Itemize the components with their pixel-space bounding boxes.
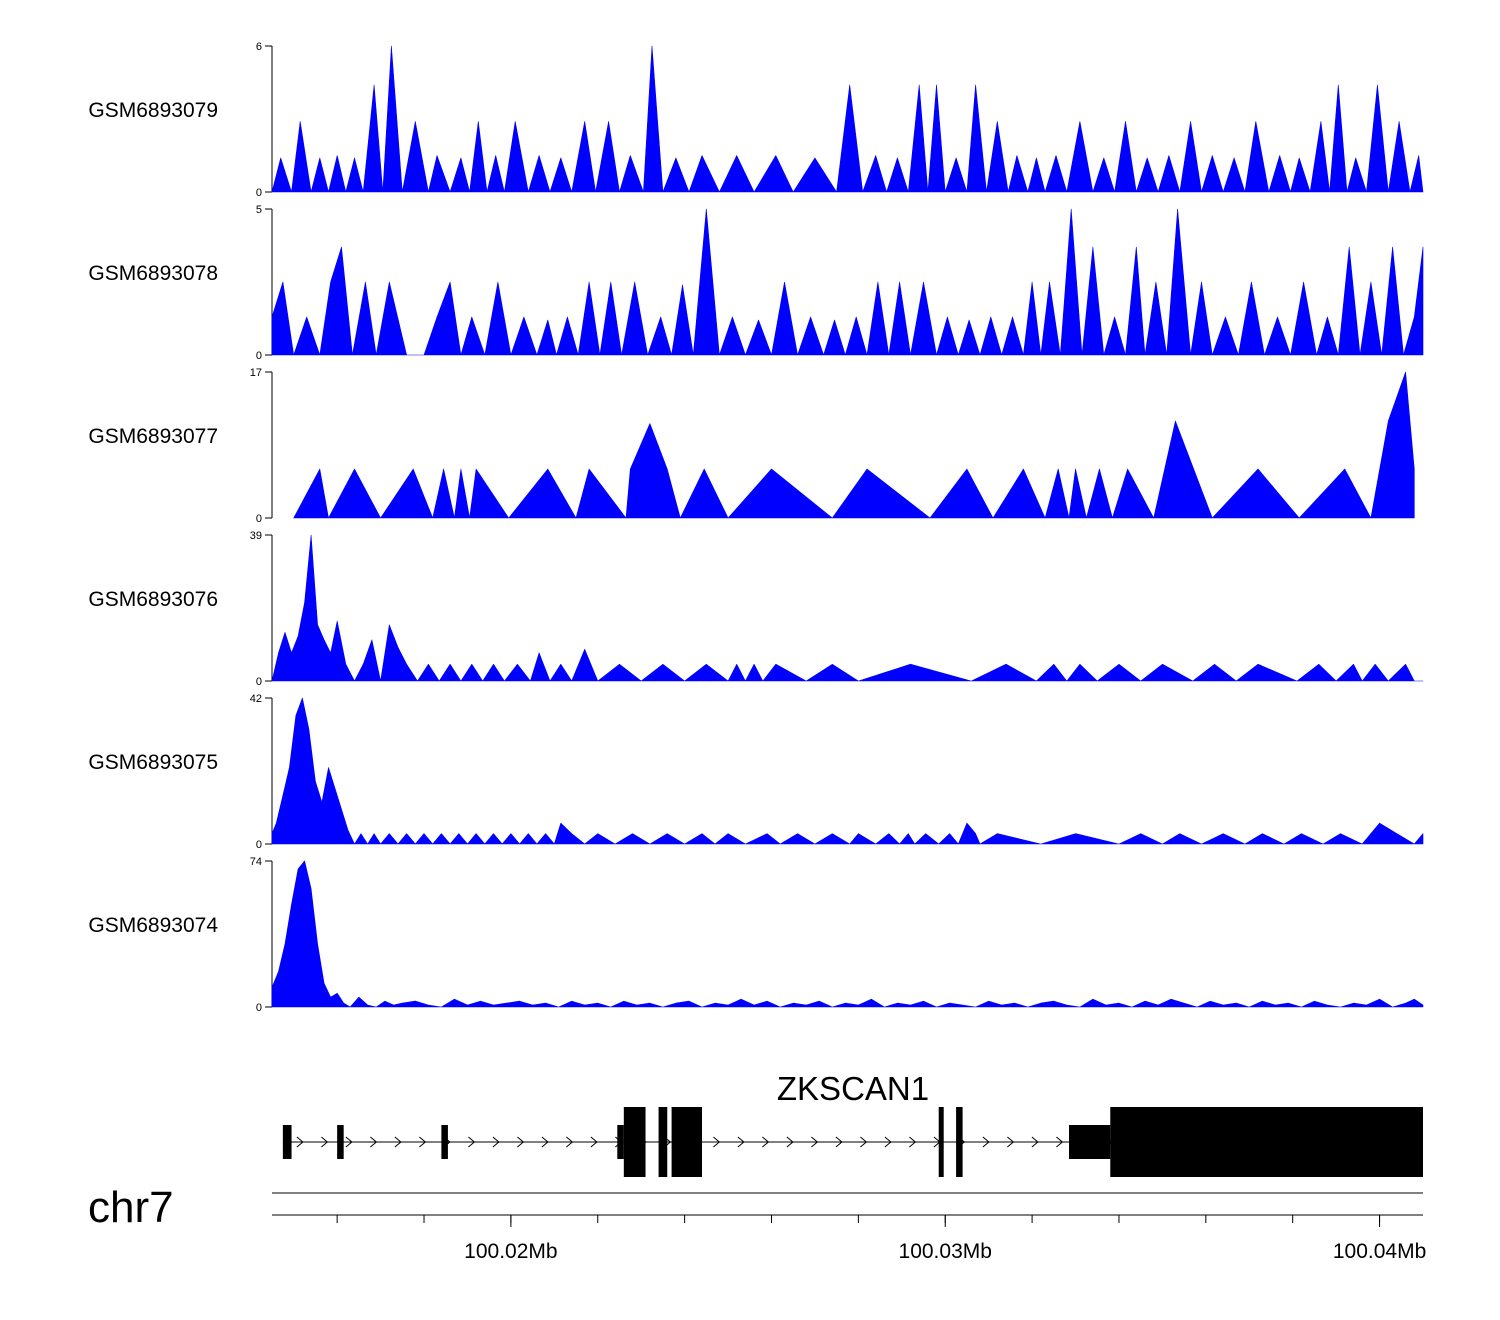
strand-arrow-icon — [1031, 1136, 1039, 1148]
track-gsm6893076: GSM6893076 39 0 — [88, 530, 1424, 688]
track-gsm6893074: GSM6893074 74 0 — [88, 856, 1424, 1014]
strand-arrow-icon — [884, 1136, 892, 1148]
utr-exon — [337, 1125, 344, 1159]
track-y-min-label: 0 — [256, 839, 262, 851]
strand-arrow-icon — [1056, 1136, 1064, 1148]
strand-arrow-icon — [1007, 1136, 1015, 1148]
utr-exon — [282, 1125, 292, 1159]
coverage-tracks: GSM689307960GSM689307850GSM6893077170GSM… — [88, 41, 1424, 1014]
track-gsm6893075: GSM6893075 42 0 — [88, 693, 1424, 851]
strand-arrow-icon — [517, 1136, 525, 1148]
track-y-min-label: 0 — [256, 350, 262, 362]
track-y-max-label: 42 — [250, 693, 262, 705]
strand-arrow-icon — [566, 1136, 574, 1148]
track-gsm6893079: GSM6893079 6 0 — [88, 41, 1424, 199]
genome-axis: 100.02Mb 100.03Mb 100.04Mb chr7 — [88, 1183, 1426, 1263]
strand-arrow-icon — [786, 1136, 794, 1148]
cds-exon — [1110, 1107, 1423, 1177]
track-gsm6893077: GSM6893077 17 0 — [88, 367, 1415, 525]
strand-arrow-icon — [811, 1136, 819, 1148]
strand-arrow-icon — [590, 1136, 598, 1148]
strand-arrow-icon — [468, 1136, 476, 1148]
track-label: GSM6893075 — [88, 751, 218, 774]
strand-arrow-icon — [835, 1136, 843, 1148]
gene-track: ZKSCAN1 — [282, 1070, 1423, 1177]
strand-arrow-icon — [370, 1136, 378, 1148]
chromosome-label: chr7 — [88, 1183, 174, 1232]
strand-arrow-icon — [762, 1136, 770, 1148]
cds-exon — [956, 1107, 963, 1177]
strand-arrow-icon — [982, 1136, 990, 1148]
axis-major-ticks: 100.02Mb 100.03Mb 100.04Mb — [464, 1215, 1426, 1263]
strand-arrow-icon — [394, 1136, 402, 1148]
track-y-min-label: 0 — [256, 1002, 262, 1014]
track-label: GSM6893078 — [88, 262, 218, 285]
strand-arrow-icon — [419, 1136, 427, 1148]
track-y-max-label: 39 — [250, 530, 262, 542]
strand-arrow-icon — [909, 1136, 917, 1148]
track-y-max-label: 17 — [250, 367, 262, 379]
strand-arrow-icon — [296, 1136, 304, 1148]
track-label: GSM6893079 — [88, 99, 218, 122]
coverage-area — [271, 534, 1424, 682]
axis-tick-label: 100.02Mb — [464, 1240, 557, 1263]
axis-tick-label: 100.03Mb — [899, 1240, 992, 1263]
strand-arrow-icon — [541, 1136, 549, 1148]
gene-label: ZKSCAN1 — [777, 1070, 929, 1107]
coverage-area — [271, 860, 1424, 1008]
track-y-min-label: 0 — [256, 676, 262, 688]
gene-exons — [282, 1107, 1423, 1177]
axis-tick-label: 100.04Mb — [1333, 1240, 1426, 1263]
cds-exon — [658, 1107, 668, 1177]
track-y-min-label: 0 — [256, 187, 262, 199]
utr-exon — [617, 1125, 624, 1159]
strand-arrow-icon — [321, 1136, 329, 1148]
axis-minor-ticks — [336, 1215, 1381, 1223]
strand-arrow-icon — [737, 1136, 745, 1148]
coverage-area — [271, 45, 1424, 193]
track-y-max-label: 74 — [250, 856, 262, 868]
cds-exon — [623, 1107, 646, 1177]
strand-arrow-icon — [492, 1136, 500, 1148]
track-label: GSM6893077 — [88, 425, 218, 448]
utr-exon — [1069, 1125, 1111, 1159]
track-y-min-label: 0 — [256, 513, 262, 525]
coverage-area — [271, 208, 1424, 356]
strand-arrow-icon — [860, 1136, 868, 1148]
utr-exon — [441, 1125, 448, 1159]
track-y-max-label: 6 — [256, 41, 262, 53]
coverage-area — [293, 371, 1415, 519]
track-y-max-label: 5 — [256, 204, 262, 216]
cds-exon — [671, 1107, 702, 1177]
strand-arrow-icon — [713, 1136, 721, 1148]
strand-arrow-icon — [345, 1136, 353, 1148]
track-label: GSM6893076 — [88, 588, 218, 611]
cds-exon — [938, 1107, 944, 1177]
coverage-area — [271, 697, 1424, 845]
track-gsm6893078: GSM6893078 5 0 — [88, 204, 1424, 362]
track-label: GSM6893074 — [88, 914, 218, 937]
